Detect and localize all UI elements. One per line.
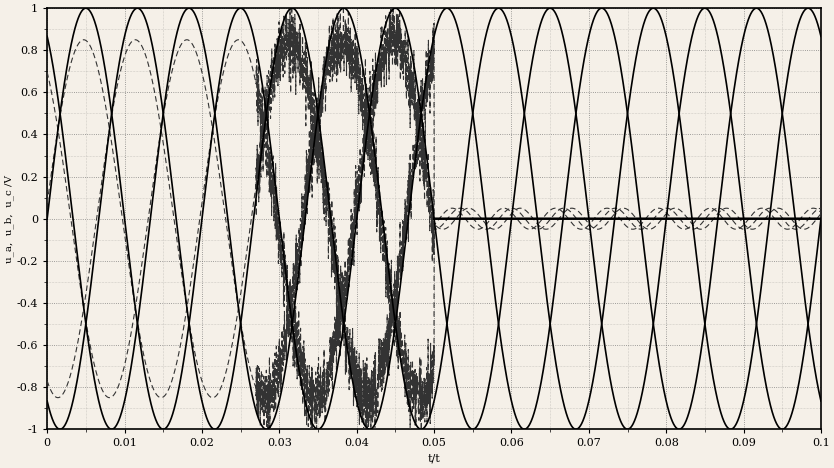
Y-axis label: u_a,  u_b,  u_c /V: u_a, u_b, u_c /V	[4, 175, 14, 263]
X-axis label: t/t: t/t	[428, 454, 440, 464]
